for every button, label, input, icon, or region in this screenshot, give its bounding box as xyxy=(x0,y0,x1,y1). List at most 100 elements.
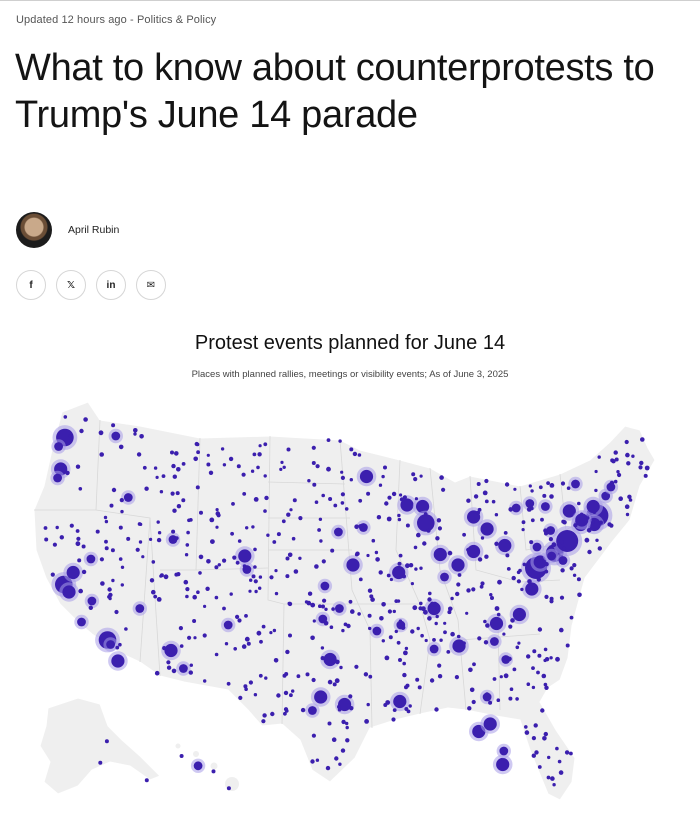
event-marker[interactable] xyxy=(245,526,249,530)
event-marker[interactable] xyxy=(195,485,200,490)
event-marker[interactable] xyxy=(439,475,444,480)
event-marker[interactable] xyxy=(427,616,432,621)
event-marker[interactable] xyxy=(504,482,510,487)
event-marker[interactable] xyxy=(326,438,331,442)
event-marker[interactable] xyxy=(289,693,293,698)
event-marker[interactable] xyxy=(508,624,513,629)
event-marker[interactable] xyxy=(433,547,447,562)
event-marker[interactable] xyxy=(78,487,83,491)
event-marker[interactable] xyxy=(193,456,198,462)
event-marker[interactable] xyxy=(452,639,466,653)
event-marker[interactable] xyxy=(524,730,530,735)
event-marker[interactable] xyxy=(77,617,86,627)
event-marker[interactable] xyxy=(466,547,471,552)
event-marker[interactable] xyxy=(340,470,344,474)
event-marker[interactable] xyxy=(115,645,120,650)
event-marker[interactable] xyxy=(594,488,598,493)
event-marker[interactable] xyxy=(533,555,547,569)
event-marker[interactable] xyxy=(289,508,293,512)
event-marker[interactable] xyxy=(203,679,207,683)
event-marker[interactable] xyxy=(171,463,176,469)
event-marker[interactable] xyxy=(222,558,227,563)
event-marker[interactable] xyxy=(419,566,423,570)
event-marker[interactable] xyxy=(186,530,190,535)
event-marker[interactable] xyxy=(229,592,233,596)
event-marker[interactable] xyxy=(285,649,290,655)
event-marker[interactable] xyxy=(144,778,149,783)
event-marker[interactable] xyxy=(525,582,539,596)
event-marker[interactable] xyxy=(391,491,397,497)
event-marker[interactable] xyxy=(273,658,279,663)
event-marker[interactable] xyxy=(529,540,534,545)
event-marker[interactable] xyxy=(627,494,632,499)
event-marker[interactable] xyxy=(312,482,317,487)
event-marker[interactable] xyxy=(170,491,175,496)
event-marker[interactable] xyxy=(371,538,376,543)
event-marker[interactable] xyxy=(55,525,59,530)
event-marker[interactable] xyxy=(242,492,247,496)
event-marker[interactable] xyxy=(577,592,582,598)
event-marker[interactable] xyxy=(447,610,452,615)
event-marker[interactable] xyxy=(261,719,266,724)
event-marker[interactable] xyxy=(466,588,471,593)
event-marker[interactable] xyxy=(259,639,263,644)
event-marker[interactable] xyxy=(107,587,112,592)
event-marker[interactable] xyxy=(205,586,210,591)
event-marker[interactable] xyxy=(338,762,342,766)
event-marker[interactable] xyxy=(477,557,483,562)
event-marker[interactable] xyxy=(98,430,104,436)
event-marker[interactable] xyxy=(399,497,404,502)
event-marker[interactable] xyxy=(437,663,442,668)
event-marker[interactable] xyxy=(98,760,103,765)
event-marker[interactable] xyxy=(346,558,360,572)
event-marker[interactable] xyxy=(368,626,372,631)
event-marker[interactable] xyxy=(476,482,481,486)
event-marker[interactable] xyxy=(291,689,295,693)
event-marker[interactable] xyxy=(392,565,406,580)
event-marker[interactable] xyxy=(544,531,548,536)
event-marker[interactable] xyxy=(494,541,499,546)
event-marker[interactable] xyxy=(106,640,115,649)
event-marker[interactable] xyxy=(378,570,383,575)
event-marker[interactable] xyxy=(485,623,490,628)
event-marker[interactable] xyxy=(311,445,316,450)
event-marker[interactable] xyxy=(156,537,162,543)
event-marker[interactable] xyxy=(389,577,393,582)
event-marker[interactable] xyxy=(192,594,197,600)
event-marker[interactable] xyxy=(552,783,556,787)
event-marker[interactable] xyxy=(280,460,284,464)
event-marker[interactable] xyxy=(370,597,375,602)
event-marker[interactable] xyxy=(402,661,407,666)
event-marker[interactable] xyxy=(179,754,184,758)
event-marker[interactable] xyxy=(550,776,555,781)
event-marker[interactable] xyxy=(530,518,535,523)
event-marker[interactable] xyxy=(329,625,334,629)
event-marker[interactable] xyxy=(296,674,301,679)
event-marker[interactable] xyxy=(511,575,516,581)
event-marker[interactable] xyxy=(99,452,104,457)
event-marker[interactable] xyxy=(226,681,231,686)
event-marker[interactable] xyxy=(502,632,506,636)
event-marker[interactable] xyxy=(188,670,193,675)
event-marker[interactable] xyxy=(340,501,345,505)
event-marker[interactable] xyxy=(584,537,590,543)
event-marker[interactable] xyxy=(597,546,602,551)
event-marker[interactable] xyxy=(384,655,390,661)
event-marker[interactable] xyxy=(196,590,200,594)
event-marker[interactable] xyxy=(283,711,287,716)
event-marker[interactable] xyxy=(613,450,618,455)
event-marker[interactable] xyxy=(166,665,172,670)
event-marker[interactable] xyxy=(549,599,554,604)
event-marker[interactable] xyxy=(233,647,237,651)
event-marker[interactable] xyxy=(509,687,514,691)
event-marker[interactable] xyxy=(527,579,532,584)
x-share-button[interactable]: 𝕏 xyxy=(56,270,86,300)
event-marker[interactable] xyxy=(471,587,476,592)
event-marker[interactable] xyxy=(216,513,221,518)
event-marker[interactable] xyxy=(99,557,104,562)
section-link[interactable]: Politics & Policy xyxy=(136,14,217,26)
author-name[interactable]: April Rubin xyxy=(68,224,120,236)
event-marker[interactable] xyxy=(397,513,401,518)
event-marker[interactable] xyxy=(469,687,475,693)
event-marker[interactable] xyxy=(133,432,137,436)
